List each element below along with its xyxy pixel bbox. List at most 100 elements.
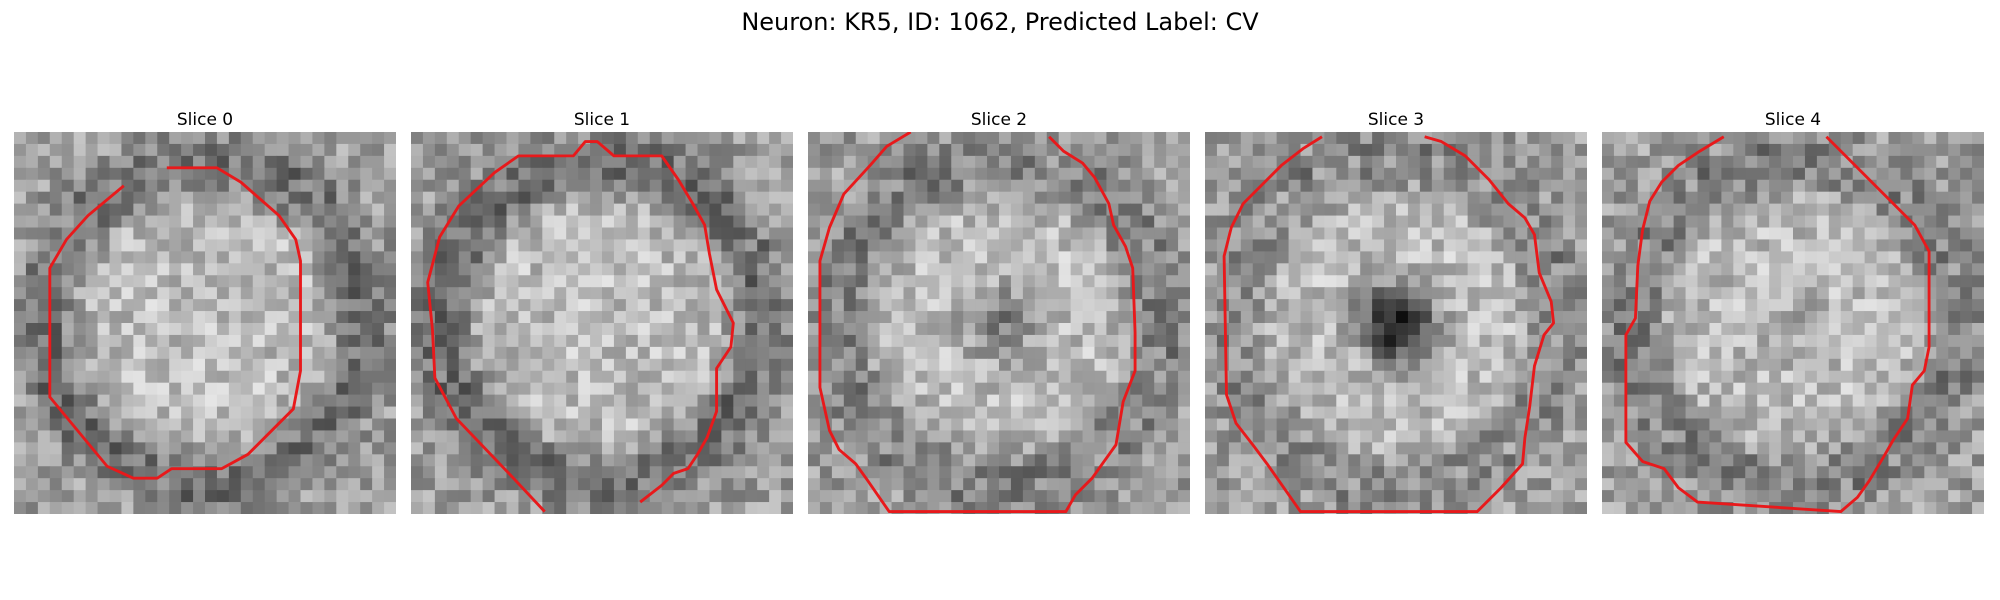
pixel	[1336, 406, 1349, 419]
pixel	[1491, 275, 1504, 288]
pixel	[1539, 346, 1552, 360]
pixel	[411, 239, 424, 252]
pixel	[637, 155, 651, 169]
pixel	[1649, 299, 1663, 312]
pixel	[1637, 275, 1651, 288]
pixel	[97, 263, 110, 276]
pixel	[228, 382, 242, 396]
pixel	[1396, 299, 1409, 312]
pixel	[566, 382, 579, 396]
pixel	[1503, 275, 1516, 288]
pixel	[566, 179, 579, 193]
pixel	[1575, 299, 1587, 312]
pixel	[808, 263, 821, 276]
pixel	[300, 191, 313, 205]
pixel	[951, 323, 964, 336]
pixel	[661, 370, 675, 384]
pixel	[590, 287, 603, 300]
pixel	[781, 299, 793, 312]
pixel	[1300, 406, 1313, 419]
pixel	[1709, 179, 1722, 193]
pixel	[1166, 406, 1179, 419]
pixel	[1769, 179, 1782, 193]
pixel	[1396, 454, 1409, 467]
pixel	[1046, 275, 1060, 288]
pixel	[733, 454, 746, 467]
pixel	[25, 203, 39, 217]
pixel	[1602, 406, 1615, 419]
pixel	[867, 406, 881, 419]
pixel	[1094, 358, 1107, 372]
pixel	[1649, 370, 1663, 384]
pixel	[240, 502, 254, 514]
pixel	[1936, 382, 1949, 396]
pixel	[554, 167, 567, 181]
pixel	[1384, 358, 1397, 372]
pixel	[1205, 239, 1218, 252]
pixel	[37, 442, 51, 455]
pixel	[891, 334, 904, 348]
pixel	[637, 346, 651, 360]
pixel	[1804, 143, 1818, 157]
pixel	[1082, 132, 1095, 145]
pixel	[336, 430, 349, 443]
pixel	[1673, 346, 1687, 360]
pixel	[1419, 382, 1433, 396]
slice-panel-2: Slice 2	[808, 108, 1190, 514]
pixel	[927, 466, 940, 479]
pixel	[1034, 275, 1048, 288]
pixel	[1312, 323, 1325, 336]
pixel	[1539, 251, 1552, 264]
pixel	[121, 299, 134, 312]
pixel	[1551, 167, 1564, 181]
pixel	[1816, 191, 1830, 205]
pixel	[1348, 167, 1361, 181]
pixel	[216, 406, 230, 419]
pixel	[1661, 263, 1675, 276]
pixel	[1685, 454, 1698, 467]
pixel	[1022, 287, 1036, 300]
pixel	[1515, 132, 1528, 145]
pixel	[1864, 394, 1878, 408]
pixel	[384, 394, 396, 408]
pixel	[157, 263, 170, 276]
pixel	[1106, 394, 1119, 408]
pixel	[781, 406, 793, 419]
pixel	[312, 490, 325, 503]
pixel	[867, 239, 881, 252]
pixel	[411, 382, 424, 396]
pixel	[590, 203, 603, 217]
pixel	[169, 132, 182, 145]
pixel	[1178, 155, 1190, 169]
pixel	[1276, 287, 1290, 300]
slice-panel-0: Slice 0	[14, 108, 396, 514]
pixel	[637, 287, 651, 300]
pixel	[1300, 215, 1313, 228]
pixel	[781, 239, 793, 252]
pixel	[1649, 418, 1663, 431]
pixel	[1142, 239, 1155, 252]
pixel	[470, 251, 484, 264]
pixel	[661, 132, 675, 145]
pixel	[181, 251, 194, 264]
pixel	[903, 215, 916, 228]
pixel	[808, 418, 821, 431]
pixel	[673, 155, 687, 169]
pixel	[181, 143, 194, 157]
pixel	[554, 132, 567, 145]
pixel	[518, 143, 531, 157]
pixel	[1118, 442, 1131, 455]
pixel	[1602, 334, 1615, 348]
pixel	[228, 334, 242, 348]
pixel	[157, 382, 170, 396]
pixel	[915, 454, 928, 467]
pixel	[1757, 454, 1770, 467]
pixel	[324, 466, 337, 479]
pixel	[1372, 466, 1385, 479]
pixel	[85, 251, 99, 264]
pixel	[542, 155, 555, 169]
pixel	[602, 502, 615, 514]
pixel	[1539, 132, 1552, 145]
pixel	[1757, 334, 1770, 348]
pixel	[1228, 251, 1242, 264]
